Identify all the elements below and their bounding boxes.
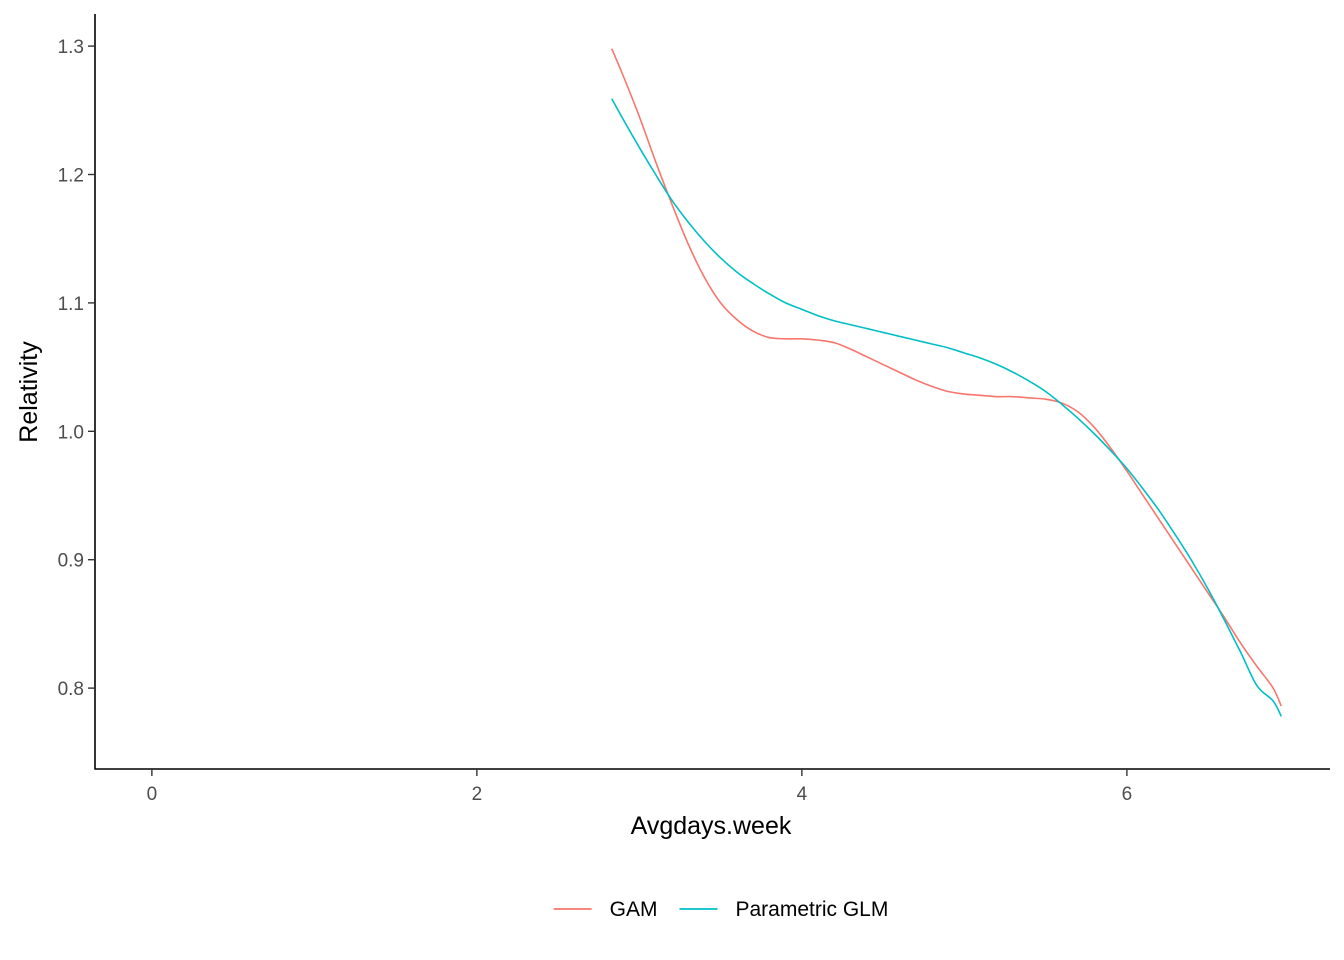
legend-label: Parametric GLM bbox=[735, 898, 888, 921]
axes bbox=[94, 14, 1330, 770]
y-tick-label: 0.9 bbox=[58, 551, 84, 572]
y-axis-title: Relativity bbox=[15, 341, 43, 443]
x-tick-label: 2 bbox=[472, 784, 483, 805]
x-tick-label: 6 bbox=[1122, 784, 1133, 805]
y-tick-label: 0.8 bbox=[58, 679, 84, 700]
x-tick-label: 4 bbox=[797, 784, 808, 805]
y-tick-label: 1.1 bbox=[58, 294, 84, 315]
series-line-parametric-glm bbox=[611, 98, 1282, 717]
plot-lines bbox=[611, 48, 1282, 717]
y-tick-label: 1.2 bbox=[58, 166, 84, 187]
x-axis-title: Avgdays.week bbox=[631, 812, 792, 840]
legend: GAM Parametric GLM bbox=[553, 898, 888, 921]
ticks: 0 2 4 6 0.8 0.9 1.0 1.1 1.2 1.3 bbox=[58, 37, 1133, 805]
y-tick-label: 1.0 bbox=[58, 422, 84, 443]
series-line-gam bbox=[611, 48, 1282, 707]
legend-label: GAM bbox=[610, 898, 658, 921]
x-tick-label: 0 bbox=[147, 784, 158, 805]
y-tick-label: 1.3 bbox=[58, 37, 84, 58]
